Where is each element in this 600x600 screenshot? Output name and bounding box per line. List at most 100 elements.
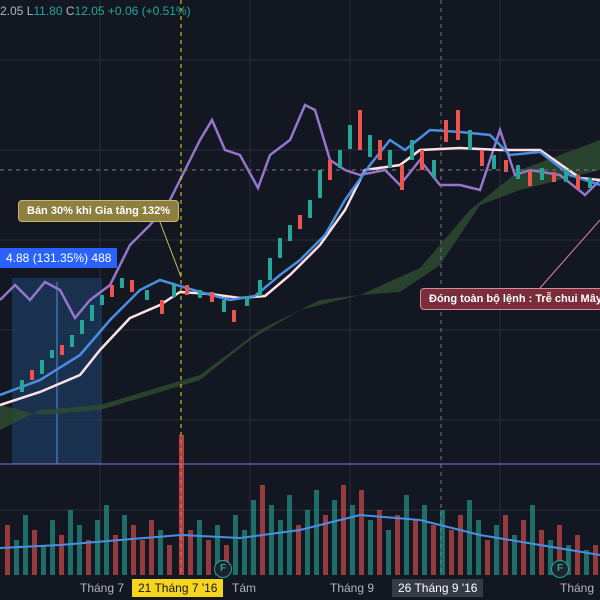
- volume-bar: [548, 540, 553, 575]
- candle: [70, 335, 74, 347]
- volume-bar: [323, 515, 328, 575]
- volume-bar: [167, 545, 172, 575]
- candle: [172, 285, 176, 297]
- volume-bar: [494, 525, 499, 575]
- volume-bar: [122, 515, 127, 575]
- close-label: C: [65, 4, 75, 18]
- volume-bar: [485, 540, 490, 575]
- volume-bar: [158, 530, 163, 575]
- candle: [358, 110, 362, 150]
- volume-bar: [377, 510, 382, 575]
- candle: [552, 172, 556, 182]
- volume-bar: [215, 525, 220, 575]
- candle: [100, 295, 104, 305]
- volume-bar: [314, 490, 319, 575]
- candle: [210, 292, 214, 302]
- candles: [20, 110, 592, 392]
- volume-bar: [341, 485, 346, 575]
- volume-bar: [251, 500, 256, 575]
- candle: [80, 320, 84, 334]
- candle: [110, 285, 114, 297]
- volume-bar: [260, 485, 265, 575]
- volume-bar: [5, 525, 10, 575]
- volume-bar: [404, 495, 409, 575]
- candle: [145, 290, 149, 300]
- candle: [444, 120, 448, 142]
- volume-bar: [179, 435, 184, 575]
- measure-label[interactable]: 4.88 (131.35%) 488: [0, 248, 118, 268]
- candle: [40, 360, 44, 374]
- candle: [268, 258, 272, 280]
- volume-bar: [332, 500, 337, 575]
- kijun-line: [0, 146, 600, 407]
- candle: [410, 140, 414, 160]
- volume-bar: [305, 510, 310, 575]
- xaxis-label-sep: Tháng 9: [330, 581, 375, 595]
- volume-bar: [557, 525, 562, 575]
- candle: [120, 278, 124, 288]
- close-pointer: [539, 219, 600, 289]
- candle: [130, 280, 134, 292]
- ohlc-prefix: 2.05: [0, 4, 24, 18]
- volume-bar: [386, 530, 391, 575]
- candle: [480, 150, 484, 166]
- candle: [198, 290, 202, 298]
- volume-bar: [350, 505, 355, 575]
- candle: [540, 168, 544, 180]
- volume-bar: [86, 540, 91, 575]
- volume-bar: [188, 530, 193, 575]
- candle: [20, 380, 24, 392]
- volume-bar: [593, 545, 598, 575]
- volume-bar: [242, 530, 247, 575]
- volume-bar: [413, 520, 418, 575]
- candle: [185, 285, 189, 295]
- close-annotation[interactable]: Đóng toàn bộ lệnh : Trễ chui Mây: [420, 288, 600, 310]
- sell-annotation[interactable]: Bán 30% khi Gia tăng 132%: [18, 200, 180, 222]
- low-label: L: [26, 4, 34, 18]
- candle: [30, 370, 34, 380]
- volume-bar: [23, 515, 28, 575]
- sell-pointer: [159, 221, 182, 278]
- tenkan-line: [0, 128, 600, 397]
- volume-bar: [359, 490, 364, 575]
- candle: [258, 280, 262, 296]
- candle: [576, 175, 580, 189]
- candle: [588, 178, 592, 188]
- volume-bar: [233, 515, 238, 575]
- volume-bar: [296, 525, 301, 575]
- volume-bar: [131, 525, 136, 575]
- xaxis-label-last: Tháng: [560, 581, 595, 595]
- earnings-badge[interactable]: F: [214, 560, 232, 578]
- candle: [456, 110, 460, 140]
- volume-bar: [503, 515, 508, 575]
- earnings-badge[interactable]: F: [551, 560, 569, 578]
- volume-bar: [113, 535, 118, 575]
- volume-bar: [422, 505, 427, 575]
- volume-bar: [32, 530, 37, 575]
- candle: [60, 345, 64, 355]
- candle: [492, 155, 496, 169]
- volume-bar: [458, 515, 463, 575]
- volume-bar: [104, 505, 109, 575]
- volume-bar: [431, 525, 436, 575]
- volume-bar: [140, 540, 145, 575]
- candle: [245, 296, 249, 306]
- candle: [388, 150, 392, 168]
- volume-bar: [530, 505, 535, 575]
- candle: [528, 170, 532, 186]
- crosshair-date-label-1: 21 Tháng 7 '16: [132, 579, 224, 597]
- volume-bar: [476, 520, 481, 575]
- volume-bar: [440, 510, 445, 575]
- volume-bar: [584, 550, 589, 575]
- xaxis-label-jul: Tháng 7: [80, 581, 125, 595]
- candle: [288, 225, 292, 241]
- volume-bar: [14, 540, 19, 575]
- ohlc-readout: 2.05 L11.80 C12.05 +0.06 (+0.51%): [0, 4, 191, 18]
- volume-bar: [197, 520, 202, 575]
- volume-bar: [278, 520, 283, 575]
- volume-bar: [50, 520, 55, 575]
- volume-bar: [467, 500, 472, 575]
- candle: [432, 160, 436, 178]
- volume-ma-line: [0, 513, 600, 556]
